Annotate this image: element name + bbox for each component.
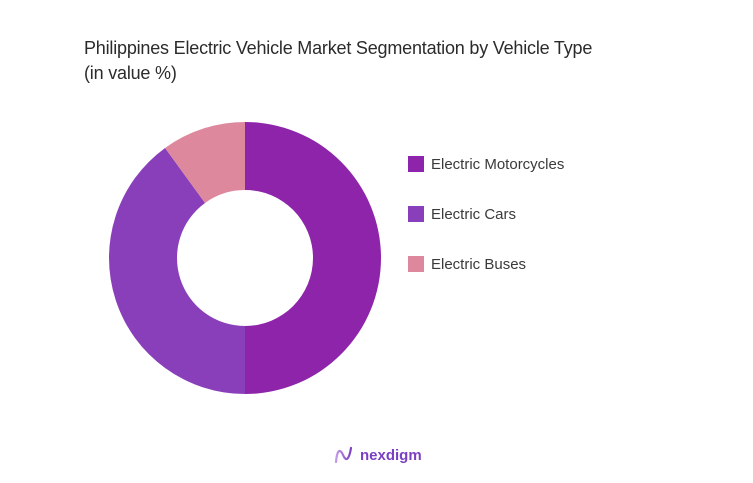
legend-swatch: [408, 156, 424, 172]
chart-title-line1: Philippines Electric Vehicle Market Segm…: [84, 38, 593, 58]
chart-title-line2: (in value %): [84, 63, 177, 83]
legend-label: Electric Motorcycles: [431, 155, 565, 173]
legend-label: Electric Cars: [431, 205, 517, 223]
chart-title: Philippines Electric Vehicle Market Segm…: [84, 36, 592, 86]
donut-chart: [108, 122, 381, 394]
nexdigm-logo-icon: [334, 446, 353, 464]
legend-swatch: [408, 256, 424, 272]
donut-slice-electric-buses: [165, 122, 245, 203]
legend-item-cars: Electric Cars: [408, 204, 564, 224]
legend-label: Electric Buses: [431, 255, 527, 273]
donut-slice-electric-motorcycles: [245, 122, 381, 394]
legend-item-buses: Electric Buses: [408, 254, 564, 274]
legend-item-motorcycles: Electric Motorcycles: [408, 154, 564, 174]
legend-swatch: [408, 206, 424, 222]
brand-logo: nexdigm: [334, 446, 422, 464]
legend: Electric Motorcycles Electric Cars Elect…: [408, 154, 564, 304]
brand-name: nexdigm: [360, 446, 422, 464]
donut-slice-electric-cars: [108, 147, 245, 394]
